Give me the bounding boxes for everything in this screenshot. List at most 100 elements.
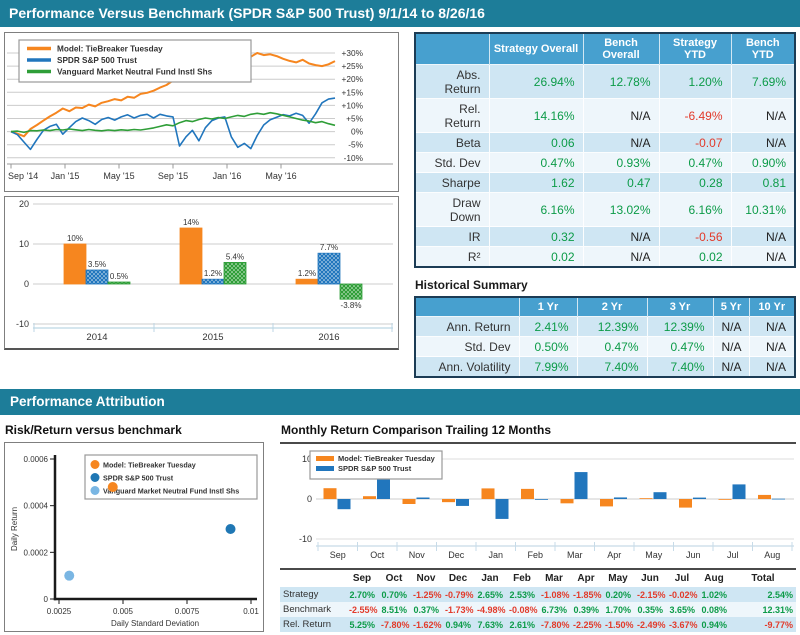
- y-tick-label: +25%: [342, 61, 364, 71]
- value-cell: 7.40%: [576, 356, 647, 377]
- value-cell: -0.07: [658, 132, 731, 153]
- column-header: 2 Yr: [576, 297, 647, 317]
- value-cell: 8.51%: [381, 604, 407, 615]
- value-cell: 0.02: [488, 246, 583, 267]
- column-header: Nov: [410, 569, 442, 587]
- stats-table: Strategy Overall Bench Overall Strategy YT…: [414, 32, 796, 268]
- bar: [223, 262, 247, 285]
- bar: [416, 497, 430, 499]
- value-cell: 2.61%: [509, 619, 535, 630]
- column-header: 10 Yr: [748, 297, 795, 317]
- y-tick-label: -5%: [348, 140, 363, 150]
- bar: [201, 278, 225, 285]
- row-label: Std. Dev: [414, 336, 519, 357]
- column-header: 3 Yr: [646, 297, 713, 317]
- month-label: Apr: [607, 550, 621, 560]
- y-tick-label: 0: [24, 279, 29, 289]
- value-cell: -2.15%: [637, 589, 666, 600]
- legend-label: Model: TieBreaker Tuesday: [338, 454, 436, 463]
- value-cell: N/A: [748, 316, 795, 337]
- legend-label: SPDR S&P 500 Trust: [57, 56, 137, 65]
- bar: [107, 281, 131, 285]
- value-cell: -2.25%: [573, 619, 602, 630]
- chart-legend: [309, 450, 443, 480]
- corner-header: [414, 297, 519, 317]
- value-cell: 0.39%: [573, 604, 599, 615]
- value-cell: N/A: [730, 246, 795, 267]
- bar: [442, 499, 455, 503]
- table-row: Ann. Return 2.41% 12.39% 12.39% N/A N/A: [414, 316, 795, 337]
- y-tick-label: +20%: [342, 74, 364, 84]
- scatter-point: [107, 482, 118, 492]
- page-title: Performance Versus Benchmark (SPDR S&P 5…: [0, 0, 800, 27]
- bar: [653, 492, 667, 499]
- bar-value-label: 5.4%: [226, 252, 244, 261]
- row-label: Rel. Return: [414, 98, 489, 133]
- x-tick-label: May '16: [265, 171, 296, 181]
- y-tick-label: -10: [299, 534, 312, 544]
- value-cell: -3.67%: [669, 619, 698, 630]
- historical-summary-table: 1 Yr 2 Yr 3 Yr 5 Yr 10 Yr Ann. Return 2.41% 12.…: [414, 296, 796, 378]
- bar: [614, 497, 627, 499]
- column-header: Bench Overall: [582, 33, 659, 65]
- y-tick-label: 20: [19, 199, 29, 209]
- performance-attribution-header: Performance Attribution: [0, 389, 800, 415]
- row-label: Sharpe: [414, 172, 489, 193]
- y-tick-label: -10: [16, 319, 29, 329]
- x-tick-label: 0.0075: [175, 607, 200, 616]
- legend-swatch: [316, 466, 334, 471]
- value-cell: -7.80%: [541, 619, 570, 630]
- y-tick-label: +30%: [342, 48, 364, 58]
- value-cell: 0.37%: [413, 604, 439, 615]
- corner-header: [280, 569, 346, 587]
- column-header: Sep: [346, 569, 378, 587]
- bar: [639, 498, 653, 499]
- monthly-comparison-chart-svg: 10 0 -10 Sep Oct Nov Dec Jan Feb Mar Apr May Jun Jul A…: [299, 450, 794, 560]
- value-cell: N/A: [730, 98, 795, 133]
- value-cell: -2.49%: [637, 619, 666, 630]
- value-cell: 12.78%: [582, 64, 659, 99]
- column-header: Jan: [474, 569, 506, 587]
- column-header: Jul: [666, 569, 698, 587]
- value-cell: 0.06: [488, 132, 583, 153]
- column-header: Dec: [442, 569, 474, 587]
- month-label: Mar: [567, 550, 583, 560]
- cumulative-return-chart-svg: +30% +25% +20% +15% +10% +5% 0% -5% -10% Sep '14 J…: [7, 39, 393, 181]
- risk-return-column: Risk/Return versus benchmark 0 0.0002 0.00…: [4, 423, 268, 632]
- scatter-point: [64, 570, 75, 581]
- month-label: Feb: [527, 550, 543, 560]
- x-axis-title: Daily Standard Deviation: [111, 619, 199, 628]
- column-header: Bench YTD: [730, 33, 795, 65]
- bar: [85, 269, 109, 285]
- x-tick-label: 0.01: [243, 607, 259, 616]
- x-tick-label: Jan '16: [213, 171, 242, 181]
- value-cell: -2.55%: [349, 604, 378, 615]
- value-cell: 0.90%: [730, 152, 795, 173]
- month-label: Dec: [448, 550, 465, 560]
- value-cell: 7.40%: [646, 356, 713, 377]
- bottom-section: Risk/Return versus benchmark 0 0.0002 0.00…: [0, 415, 800, 632]
- value-cell: -1.62%: [413, 619, 442, 630]
- column-header: Strategy YTD: [658, 33, 731, 65]
- header-row: Sep Oct Nov Dec Jan Feb Mar Apr May Jun Jul Aug Tota…: [280, 569, 796, 587]
- header-row: Strategy Overall Bench Overall Strategy YT…: [414, 33, 795, 65]
- month-label: Jul: [727, 550, 739, 560]
- value-cell: -7.80%: [381, 619, 410, 630]
- bar: [718, 499, 732, 500]
- chart-legend: [18, 39, 252, 83]
- bar: [560, 499, 574, 504]
- historical-summary-title: Historical Summary: [415, 278, 528, 292]
- y-tick-label: +15%: [342, 87, 364, 97]
- value-cell: N/A: [712, 316, 749, 337]
- bar: [574, 472, 588, 499]
- row-label: Draw Down: [414, 192, 489, 227]
- row-label: Benchmark: [283, 604, 332, 615]
- bar-value-label: -3.8%: [341, 301, 362, 310]
- row-label: Beta: [414, 132, 489, 153]
- y-tick-label: 0.0006: [24, 455, 49, 464]
- x-tick-label: Jan '15: [51, 171, 80, 181]
- y-tick-label: -10%: [344, 153, 364, 163]
- bar-value-label: 0.5%: [110, 272, 128, 281]
- value-cell: N/A: [582, 226, 659, 247]
- value-cell: 12.31%: [762, 604, 793, 615]
